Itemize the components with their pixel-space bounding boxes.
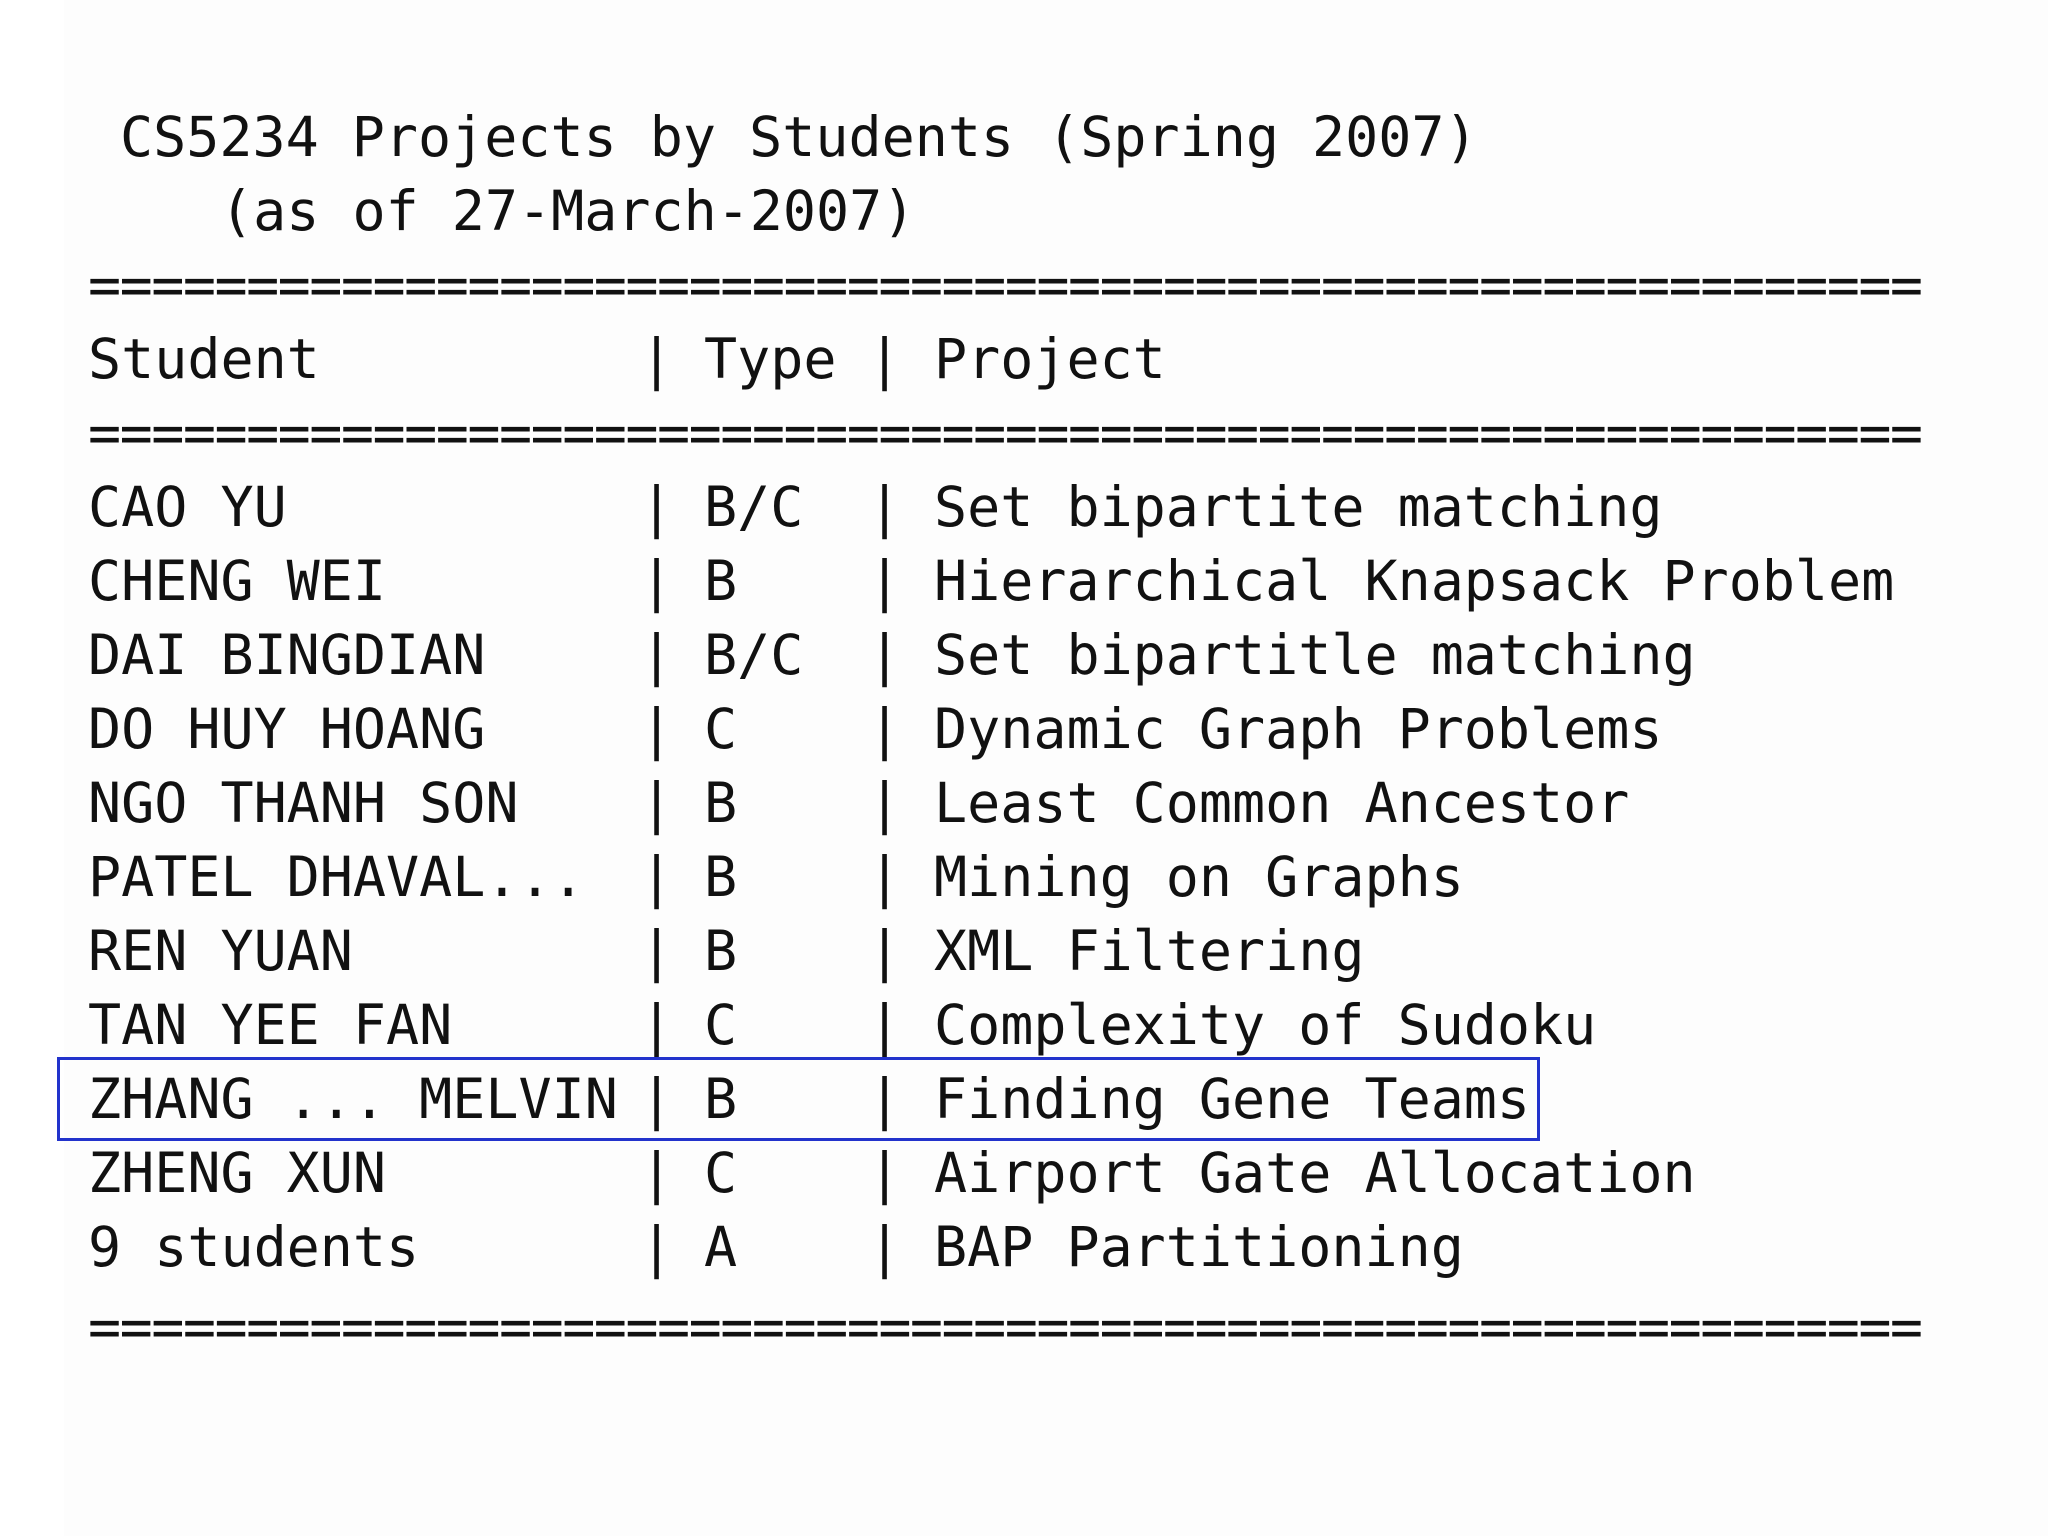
row-student: CAO YU: [88, 475, 287, 539]
row-separator: |: [640, 771, 674, 835]
row-project: Dynamic Graph Problems: [934, 697, 1663, 761]
row-project: Least Common Ancestor: [934, 771, 1630, 835]
rule-middle: ========================================…: [88, 401, 1923, 465]
row-separator: |: [640, 1141, 674, 1205]
row-type: B: [704, 549, 738, 613]
row-separator: |: [868, 475, 902, 539]
row-type: B/C: [704, 475, 804, 539]
row-separator: |: [640, 1215, 674, 1279]
row-project: Airport Gate Allocation: [934, 1141, 1696, 1205]
header-student: Student: [88, 327, 320, 391]
row-type: B: [704, 771, 738, 835]
row-student: CHENG WEI: [88, 549, 387, 613]
row-separator: |: [640, 845, 674, 909]
row-project: Set bipartitle matching: [934, 623, 1696, 687]
row-separator: |: [868, 845, 902, 909]
row-separator: |: [868, 623, 902, 687]
row-type: B: [704, 1067, 738, 1131]
rule-bottom: ========================================…: [88, 1295, 1923, 1359]
row-separator: |: [640, 919, 674, 983]
document-subtitle: (as of 27-March-2007): [220, 179, 916, 243]
table-header: Student | Type | Project: [88, 322, 1166, 396]
row-separator: |: [868, 993, 902, 1057]
header-type: Type: [704, 327, 837, 391]
row-separator: |: [868, 771, 902, 835]
row-separator: |: [640, 697, 674, 761]
highlight-box: [57, 1057, 1540, 1141]
row-separator: |: [640, 623, 674, 687]
row-student: NGO THANH SON: [88, 771, 519, 835]
row-type: B/C: [704, 623, 804, 687]
header-project: Project: [934, 327, 1166, 391]
row-separator: |: [640, 475, 674, 539]
header-separator: |: [640, 327, 674, 391]
rule-top: ========================================…: [88, 253, 1923, 317]
row-project: Complexity of Sudoku: [934, 993, 1597, 1057]
row-separator: |: [640, 549, 674, 613]
row-type: C: [704, 697, 738, 761]
row-separator: |: [868, 1067, 902, 1131]
row-separator: |: [640, 1067, 674, 1131]
header-separator: |: [868, 327, 902, 391]
row-project: BAP Partitioning: [934, 1215, 1464, 1279]
row-project: Set bipartite matching: [934, 475, 1663, 539]
row-student: 9 students: [88, 1215, 420, 1279]
document: CS5234 Projects by Students (Spring 2007…: [0, 0, 1923, 1359]
row-type: B: [704, 845, 738, 909]
row-type: A: [704, 1215, 738, 1279]
page-background: [64, 0, 2048, 1536]
row-student: DAI BINGDIAN: [88, 623, 486, 687]
row-separator: |: [868, 919, 902, 983]
row-student: ZHENG XUN: [88, 1141, 387, 1205]
row-project: Hierarchical Knapsack Problem: [934, 549, 1895, 613]
row-separator: |: [640, 993, 674, 1057]
row-student: ZHANG ... MELVIN: [88, 1067, 618, 1131]
row-separator: |: [868, 1215, 902, 1279]
row-type: B: [704, 919, 738, 983]
row-student: DO HUY HOANG: [88, 697, 486, 761]
row-separator: |: [868, 1141, 902, 1205]
row-separator: |: [868, 697, 902, 761]
row-student: REN YUAN: [88, 919, 353, 983]
document-title: CS5234 Projects by Students (Spring 2007…: [120, 105, 1478, 169]
row-type: C: [704, 1141, 738, 1205]
row-separator: |: [868, 549, 902, 613]
row-student: PATEL DHAVAL...: [88, 845, 585, 909]
row-project: Mining on Graphs: [934, 845, 1464, 909]
row-student: TAN YEE FAN: [88, 993, 453, 1057]
row-project: XML Filtering: [934, 919, 1365, 983]
row-type: C: [704, 993, 738, 1057]
row-project: Finding Gene Teams: [934, 1067, 1531, 1131]
